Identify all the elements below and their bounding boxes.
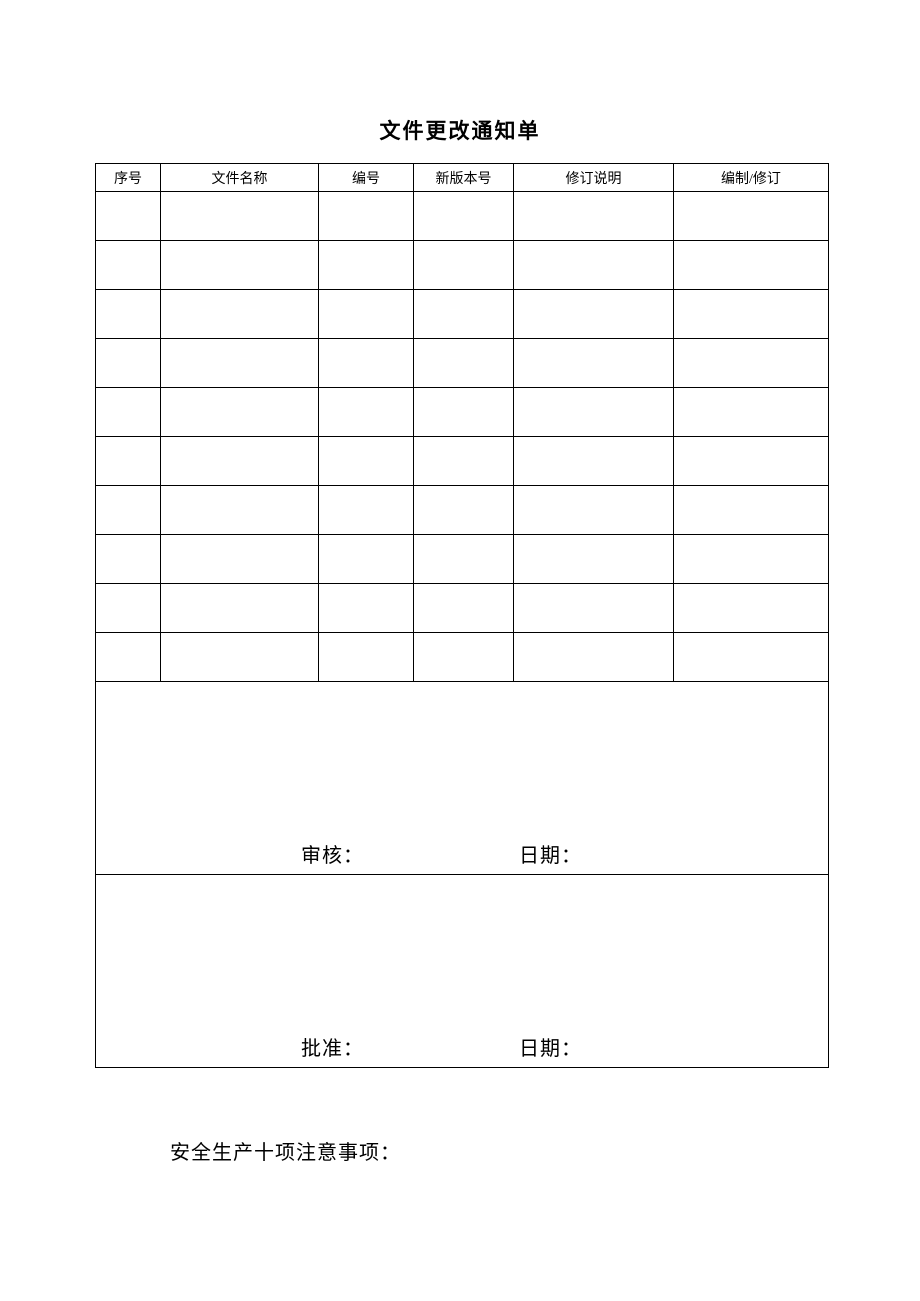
cell-author — [674, 535, 829, 584]
cell-desc — [514, 437, 674, 486]
cell-version — [414, 290, 514, 339]
cell-author — [674, 633, 829, 682]
cell-number — [319, 486, 414, 535]
cell-version — [414, 584, 514, 633]
cell-desc — [514, 290, 674, 339]
cell-author — [674, 584, 829, 633]
cell-version — [414, 437, 514, 486]
change-notice-table: 序号 文件名称 编号 新版本号 修订说明 编制/修订 — [95, 163, 829, 1068]
cell-number — [319, 437, 414, 486]
table-body: 审核： 日期： 批准： 日期： — [96, 192, 829, 1068]
col-header-filename: 文件名称 — [161, 164, 319, 192]
table-row — [96, 290, 829, 339]
review-date-label: 日期： — [519, 839, 582, 868]
cell-desc — [514, 339, 674, 388]
table-row — [96, 388, 829, 437]
table-row — [96, 535, 829, 584]
cell-filename — [161, 584, 319, 633]
footer-note: 安全生产十项注意事项： — [170, 1136, 825, 1165]
approval-signature-cell: 批准： 日期： — [96, 875, 829, 1068]
cell-number — [319, 388, 414, 437]
cell-seq — [96, 388, 161, 437]
approval-signature-row: 批准： 日期： — [96, 875, 829, 1068]
col-header-seq: 序号 — [96, 164, 161, 192]
cell-desc — [514, 388, 674, 437]
cell-filename — [161, 290, 319, 339]
document-page: 文件更改通知单 序号 文件名称 编号 新版本号 修订说明 编制/修订 — [0, 0, 920, 1165]
table-row — [96, 486, 829, 535]
table-row — [96, 339, 829, 388]
review-signature-content: 审核： 日期： — [96, 839, 828, 868]
cell-author — [674, 486, 829, 535]
review-signature-row: 审核： 日期： — [96, 682, 829, 875]
cell-author — [674, 290, 829, 339]
review-signature-cell: 审核： 日期： — [96, 682, 829, 875]
cell-filename — [161, 241, 319, 290]
table-row — [96, 584, 829, 633]
cell-number — [319, 192, 414, 241]
col-header-desc: 修订说明 — [514, 164, 674, 192]
cell-seq — [96, 437, 161, 486]
cell-author — [674, 192, 829, 241]
cell-desc — [514, 486, 674, 535]
cell-filename — [161, 437, 319, 486]
col-header-author: 编制/修订 — [674, 164, 829, 192]
cell-version — [414, 633, 514, 682]
col-header-version: 新版本号 — [414, 164, 514, 192]
approval-date-label: 日期： — [519, 1032, 582, 1061]
cell-filename — [161, 339, 319, 388]
cell-author — [674, 241, 829, 290]
approval-signature-content: 批准： 日期： — [96, 1032, 828, 1061]
cell-desc — [514, 633, 674, 682]
cell-author — [674, 339, 829, 388]
cell-version — [414, 535, 514, 584]
cell-version — [414, 486, 514, 535]
cell-seq — [96, 486, 161, 535]
cell-version — [414, 339, 514, 388]
cell-desc — [514, 241, 674, 290]
table-row — [96, 633, 829, 682]
cell-filename — [161, 486, 319, 535]
review-label: 审核： — [301, 839, 519, 868]
cell-version — [414, 388, 514, 437]
cell-seq — [96, 535, 161, 584]
cell-number — [319, 339, 414, 388]
cell-desc — [514, 584, 674, 633]
cell-seq — [96, 339, 161, 388]
cell-version — [414, 192, 514, 241]
approval-label: 批准： — [301, 1032, 519, 1061]
cell-seq — [96, 633, 161, 682]
table-header-row: 序号 文件名称 编号 新版本号 修订说明 编制/修订 — [96, 164, 829, 192]
cell-filename — [161, 388, 319, 437]
cell-seq — [96, 192, 161, 241]
cell-number — [319, 241, 414, 290]
cell-number — [319, 584, 414, 633]
cell-author — [674, 437, 829, 486]
cell-number — [319, 290, 414, 339]
cell-seq — [96, 584, 161, 633]
table-row — [96, 437, 829, 486]
page-title: 文件更改通知单 — [95, 115, 825, 145]
cell-seq — [96, 241, 161, 290]
cell-author — [674, 388, 829, 437]
cell-desc — [514, 535, 674, 584]
cell-desc — [514, 192, 674, 241]
cell-number — [319, 633, 414, 682]
col-header-number: 编号 — [319, 164, 414, 192]
cell-filename — [161, 633, 319, 682]
cell-version — [414, 241, 514, 290]
table-row — [96, 241, 829, 290]
cell-filename — [161, 192, 319, 241]
cell-number — [319, 535, 414, 584]
cell-filename — [161, 535, 319, 584]
cell-seq — [96, 290, 161, 339]
table-row — [96, 192, 829, 241]
